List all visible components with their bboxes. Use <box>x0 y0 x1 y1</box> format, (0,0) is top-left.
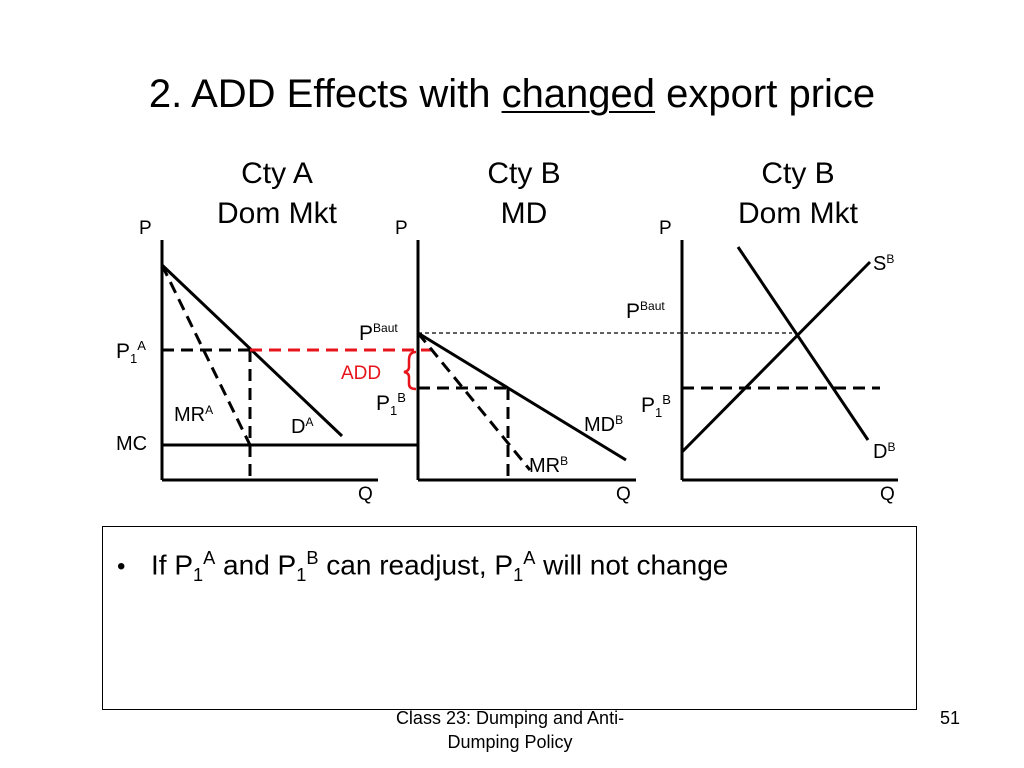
mr-a-line <box>160 264 252 446</box>
bullet-box: • If P1A and P1B can readjust, P1A will n… <box>102 526 917 710</box>
panel-title-line2: Dom Mkt <box>217 197 337 230</box>
d-a-label: DA <box>291 415 313 438</box>
panel-a-q-label: Q <box>358 484 373 505</box>
md-b-label: MDB <box>584 413 623 436</box>
footer-text: Class 23: Dumping and Anti- Dumping Poli… <box>360 706 660 754</box>
supply-b-line <box>680 260 872 454</box>
title-suffix: export price <box>655 72 876 116</box>
bullet-dot-icon: • <box>117 553 126 581</box>
panel-title-cty-b-dom: Cty B Dom Mkt <box>698 154 898 234</box>
panel-c-q-label: Q <box>880 484 895 505</box>
bullet-item: • If P1A and P1B can readjust, P1A will n… <box>117 548 729 585</box>
page-number: 51 <box>940 708 961 728</box>
mr-a-label: MRA <box>174 403 213 426</box>
pbaut-label-c: PBaut <box>626 299 665 323</box>
p1b-label-b: P1B <box>376 390 406 418</box>
panel-b-p-label: P <box>395 218 408 239</box>
add-label: ADD <box>341 363 381 384</box>
panel-title-line1: Cty B <box>487 157 561 190</box>
mr-b-label: MRB <box>529 454 568 477</box>
p1b-label-c: P1B <box>641 392 671 420</box>
panel-c-p-label: P <box>659 218 672 239</box>
p1a-label: P1A <box>116 338 146 366</box>
add-brace <box>403 350 417 391</box>
panel-title-line1: Cty B <box>761 157 835 190</box>
s-b-label: SB <box>873 252 894 275</box>
d-b-label: DB <box>873 440 895 463</box>
panel-title-line2: Dom Mkt <box>738 197 858 230</box>
panel-title-line2: MD <box>500 197 548 230</box>
panel-title-cty-b-md: Cty B MD <box>424 154 624 234</box>
footer-line1: Class 23: Dumping and Anti- <box>395 708 625 728</box>
panel-title-line1: Cty A <box>241 157 313 190</box>
pbaut-label-b: PBaut <box>359 321 398 345</box>
panel-a-p-label: P <box>139 218 152 239</box>
panel-title-cty-a: Cty A Dom Mkt <box>177 154 377 234</box>
md-b-line <box>417 331 627 462</box>
mr-b-line <box>416 332 532 471</box>
panel-b-q-label: Q <box>616 484 631 505</box>
title-emphasis: changed <box>501 72 656 116</box>
footer-line2: Dumping Policy <box>447 732 573 752</box>
slide-title: 2. ADD Effects with changed export price <box>0 70 1024 118</box>
title-prefix: 2. ADD Effects with <box>148 72 502 116</box>
mc-label: MC <box>116 433 147 455</box>
demand-b-line <box>736 246 870 441</box>
trade-diagram: P Q P Q P Q ADD P1A MC MRA DA PBaut P1B … <box>116 218 898 505</box>
